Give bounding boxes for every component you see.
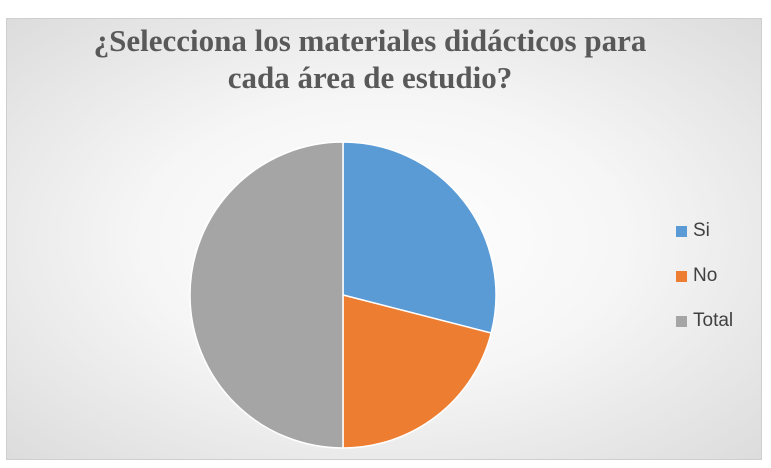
chart-title: ¿Selecciona los materiales didácticos pa…: [60, 22, 680, 96]
chart-legend: Si No Total: [676, 220, 733, 355]
legend-item-total: Total: [676, 310, 733, 332]
legend-swatch-no: [676, 270, 687, 282]
legend-label-no: No: [693, 265, 718, 286]
legend-swatch-si: [676, 225, 687, 237]
legend-label-total: Total: [693, 310, 734, 331]
legend-item-si: Si: [676, 220, 733, 242]
pie-slice-no: [342, 294, 493, 449]
pie-slice-si: [342, 141, 497, 334]
legend-item-no: No: [676, 265, 733, 287]
chart-title-line1: ¿Selecciona los materiales didácticos pa…: [93, 23, 647, 58]
pie-slice-total: [189, 141, 344, 449]
chart-title-line2: cada área de estudio?: [227, 60, 513, 95]
legend-label-si: Si: [693, 220, 710, 241]
legend-swatch-total: [676, 315, 687, 327]
